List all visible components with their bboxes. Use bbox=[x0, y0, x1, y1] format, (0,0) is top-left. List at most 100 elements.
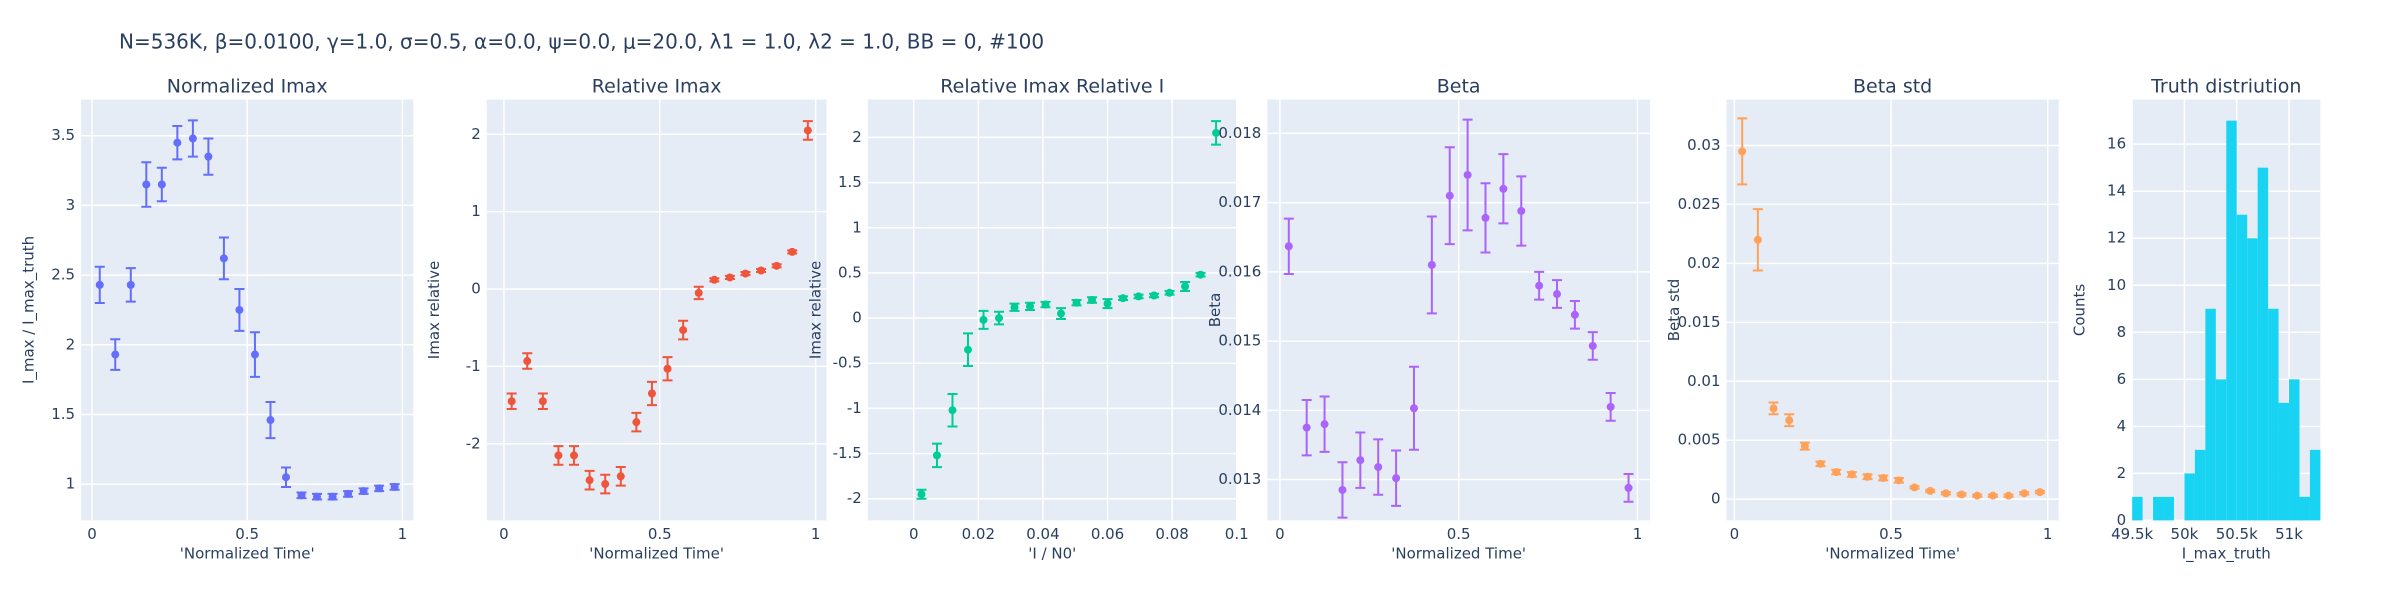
data-point bbox=[1624, 483, 1633, 492]
histogram-bar bbox=[2299, 496, 2310, 521]
y-tick-label: 0 bbox=[471, 280, 481, 298]
y-tick-label: 2 bbox=[852, 128, 862, 146]
plot-background bbox=[486, 99, 827, 521]
data-point bbox=[570, 451, 579, 460]
y-tick-label: 2.5 bbox=[51, 266, 75, 284]
data-point bbox=[1769, 404, 1778, 413]
data-point bbox=[1165, 288, 1174, 297]
histogram-bar bbox=[2268, 308, 2279, 521]
y-axis-label: Counts bbox=[2071, 284, 2089, 337]
y-axis-label: Beta std bbox=[1665, 279, 1683, 342]
plot-background bbox=[1726, 99, 2059, 521]
y-tick-label: 0.025 bbox=[1678, 195, 1721, 213]
data-point bbox=[1284, 242, 1293, 251]
subplot-title: Relative Imax bbox=[592, 76, 722, 98]
y-tick-label: 16 bbox=[2107, 135, 2126, 153]
data-point bbox=[1409, 404, 1418, 413]
data-point bbox=[2020, 489, 2029, 498]
x-tick-label: 1 bbox=[398, 525, 408, 543]
histogram-bar bbox=[2153, 496, 2164, 521]
subplot-title: Truth distriution bbox=[2150, 76, 2301, 98]
subplot-title: Beta std bbox=[1853, 76, 1932, 98]
x-tick-label: 1 bbox=[2043, 525, 2053, 543]
data-point bbox=[250, 350, 259, 359]
histogram-bar bbox=[2194, 449, 2206, 521]
data-point bbox=[1535, 281, 1544, 290]
data-point bbox=[788, 247, 797, 256]
y-tick-label: 0.01 bbox=[1687, 372, 1720, 390]
y-tick-label: 0.02 bbox=[1687, 254, 1720, 272]
subplot-title: Normalized Imax bbox=[167, 76, 328, 98]
data-point bbox=[1463, 170, 1472, 179]
histogram-bar bbox=[2215, 379, 2227, 521]
y-tick-label: 0 bbox=[1711, 490, 1721, 508]
y-tick-label: 1 bbox=[471, 202, 481, 220]
data-point bbox=[1957, 490, 1966, 499]
y-axis-label: Imax relative bbox=[425, 261, 443, 359]
y-tick-label: 0.015 bbox=[1678, 313, 1721, 331]
data-point bbox=[1941, 489, 1950, 498]
data-point bbox=[1973, 491, 1982, 500]
x-tick-label: 0.02 bbox=[962, 525, 995, 543]
data-point bbox=[1041, 300, 1050, 309]
data-point bbox=[1427, 260, 1436, 269]
figure-title: N=536K, β=0.0100, γ=1.0, σ=0.5, α=0.0, ψ… bbox=[119, 30, 1044, 54]
data-point bbox=[390, 482, 399, 491]
data-point bbox=[1392, 474, 1401, 483]
y-tick-label: -1 bbox=[466, 357, 481, 375]
y-tick-label: -1.5 bbox=[833, 444, 862, 462]
y-tick-label: 3 bbox=[66, 196, 76, 214]
data-point bbox=[554, 451, 563, 460]
data-point bbox=[1302, 423, 1311, 432]
y-axis-label: Beta bbox=[1206, 293, 1224, 328]
data-point bbox=[1134, 292, 1143, 301]
y-tick-label: 14 bbox=[2107, 182, 2126, 200]
y-tick-label: 1.5 bbox=[51, 405, 75, 423]
plot-background bbox=[867, 99, 1237, 521]
data-point bbox=[1103, 299, 1112, 308]
histogram-bar bbox=[2247, 238, 2258, 521]
data-point bbox=[679, 326, 688, 335]
data-point bbox=[507, 397, 516, 406]
y-tick-label: 6 bbox=[2117, 370, 2127, 388]
data-point bbox=[157, 180, 166, 189]
data-point bbox=[1879, 473, 1888, 482]
data-point bbox=[173, 138, 182, 147]
data-point bbox=[1196, 270, 1205, 279]
data-point bbox=[188, 134, 197, 143]
data-point bbox=[1570, 310, 1579, 319]
data-point bbox=[142, 180, 151, 189]
histogram-bar bbox=[2226, 120, 2237, 521]
data-point bbox=[1517, 206, 1526, 215]
x-tick-label: 0 bbox=[1275, 525, 1285, 543]
y-tick-label: 0.014 bbox=[1218, 401, 1261, 419]
y-tick-label: 0 bbox=[852, 309, 862, 327]
data-point bbox=[111, 350, 120, 359]
data-point bbox=[1445, 191, 1454, 200]
x-tick-label: 0 bbox=[909, 525, 919, 543]
data-point bbox=[344, 489, 353, 498]
x-tick-label: 51k bbox=[2275, 525, 2303, 543]
y-tick-label: 3.5 bbox=[51, 126, 75, 144]
y-tick-label: 1 bbox=[852, 218, 862, 236]
data-point bbox=[235, 305, 244, 314]
x-tick-label: 0 bbox=[1730, 525, 1740, 543]
data-point bbox=[963, 345, 972, 354]
data-point bbox=[1374, 463, 1383, 472]
x-tick-label: 0.5 bbox=[1879, 525, 1903, 543]
data-point bbox=[948, 406, 957, 415]
histogram-bar bbox=[2257, 167, 2269, 521]
x-tick-label: 0.5 bbox=[235, 525, 259, 543]
histogram-bar bbox=[2205, 308, 2216, 521]
data-point bbox=[1481, 213, 1490, 222]
data-point bbox=[204, 152, 213, 161]
x-axis-label: 'Normalized Time' bbox=[589, 545, 724, 563]
y-tick-label: 0.013 bbox=[1218, 470, 1261, 488]
data-point bbox=[694, 288, 703, 297]
y-tick-label: 0.005 bbox=[1678, 431, 1721, 449]
data-point bbox=[2004, 491, 2013, 500]
data-point bbox=[1057, 309, 1066, 318]
histogram-bar bbox=[2184, 473, 2195, 521]
y-tick-label: 0.5 bbox=[838, 263, 862, 281]
